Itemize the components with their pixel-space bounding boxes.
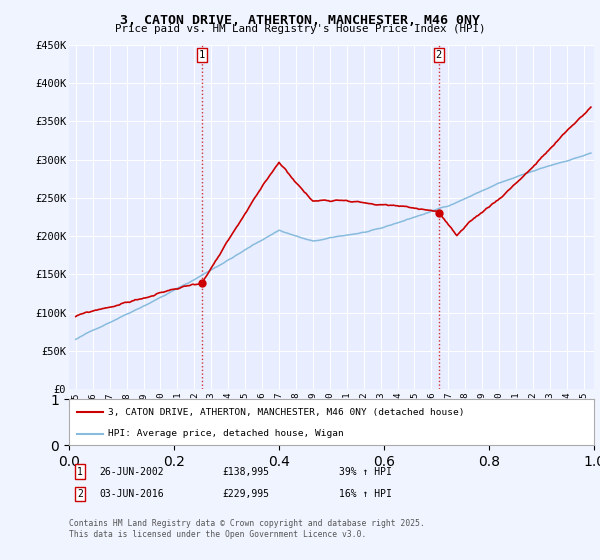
Text: 39% ↑ HPI: 39% ↑ HPI (339, 466, 392, 477)
Text: £138,995: £138,995 (222, 466, 269, 477)
Text: 2: 2 (436, 50, 442, 60)
Text: 26-JUN-2002: 26-JUN-2002 (99, 466, 164, 477)
Text: £229,995: £229,995 (222, 489, 269, 499)
Text: HPI: Average price, detached house, Wigan: HPI: Average price, detached house, Wiga… (109, 429, 344, 438)
Text: Contains HM Land Registry data © Crown copyright and database right 2025.
This d: Contains HM Land Registry data © Crown c… (69, 519, 425, 539)
Text: 1: 1 (199, 50, 205, 60)
Text: 2: 2 (77, 489, 83, 499)
Text: 3, CATON DRIVE, ATHERTON, MANCHESTER, M46 0NY: 3, CATON DRIVE, ATHERTON, MANCHESTER, M4… (120, 14, 480, 27)
Text: 16% ↑ HPI: 16% ↑ HPI (339, 489, 392, 499)
Text: 3, CATON DRIVE, ATHERTON, MANCHESTER, M46 0NY (detached house): 3, CATON DRIVE, ATHERTON, MANCHESTER, M4… (109, 408, 465, 417)
Text: Price paid vs. HM Land Registry's House Price Index (HPI): Price paid vs. HM Land Registry's House … (115, 24, 485, 34)
Text: 1: 1 (77, 466, 83, 477)
Text: 03-JUN-2016: 03-JUN-2016 (99, 489, 164, 499)
